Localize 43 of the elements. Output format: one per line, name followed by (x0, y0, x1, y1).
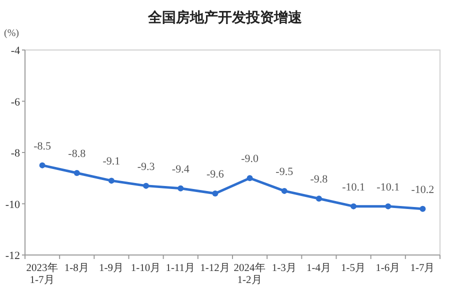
point (178, 185, 184, 192)
data-label: -10.1 (342, 181, 366, 194)
point (74, 170, 80, 176)
y-tick-label: -4 (10, 45, 20, 57)
point (420, 206, 426, 212)
x-tick-label: 1-4月 (306, 262, 332, 274)
x-tick-label: 1-10月 (130, 262, 162, 274)
point (39, 162, 46, 168)
point (350, 203, 357, 210)
x-tick-label: 1-9月 (98, 262, 124, 274)
point (281, 188, 288, 194)
data-label: -10.2 (411, 184, 434, 196)
x-tick-label: 1-12月 (200, 262, 230, 274)
y-tick-label: -8 (10, 148, 20, 160)
y-tick-label: -12 (5, 250, 20, 262)
point (212, 190, 218, 196)
x-tick-label: 2023年 1-7月 (26, 262, 58, 286)
data-label: -10.1 (376, 181, 400, 194)
x-tick-label: 1-11月 (166, 262, 196, 274)
chart-title: 全国房地产开发投资增速 (147, 9, 303, 25)
point (108, 178, 114, 184)
x-tick-label: 1-6月 (376, 262, 401, 274)
data-label: -9.5 (276, 166, 294, 178)
x-tick-label: 2024年 1-2月 (234, 262, 266, 286)
point (246, 175, 253, 182)
data-label: -9.4 (172, 163, 190, 176)
x-tick-label: 1-5月 (341, 262, 366, 274)
x-tick-label: 1-3月 (272, 262, 297, 274)
data-label: -9.0 (241, 153, 259, 166)
data-label: -8.5 (34, 140, 52, 152)
y-tick-label: -6 (10, 96, 20, 108)
point (316, 196, 322, 202)
data-label: -9.3 (137, 160, 156, 173)
data-label: -9.1 (102, 156, 120, 168)
point (143, 182, 150, 189)
point (385, 203, 392, 210)
y-tick-label: -10 (5, 198, 20, 211)
data-label: -9.8 (310, 174, 328, 186)
x-tick-label: 1-7月 (410, 262, 436, 274)
x-tick-label: 1-8月 (64, 262, 90, 274)
data-label: -9.6 (206, 168, 224, 180)
y-axis-title: (%) (4, 28, 19, 39)
data-label: -8.8 (68, 148, 86, 160)
